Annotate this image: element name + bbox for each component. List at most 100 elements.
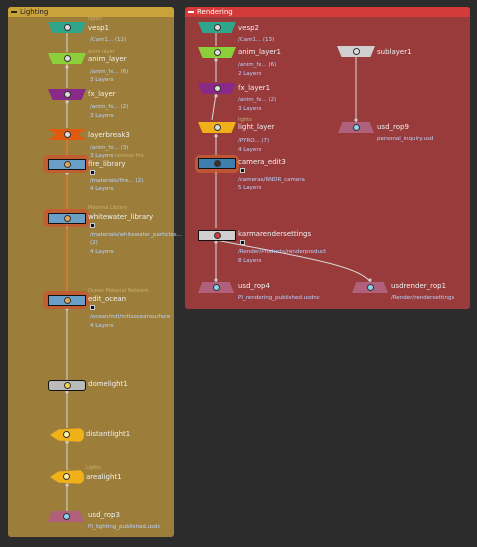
lighting-box-header[interactable]: Lighting [8,7,174,17]
node-name: usd_rop3 [88,511,120,519]
node-usd-rop4[interactable] [198,282,234,293]
node-edit-ocean[interactable] [48,295,86,306]
node-usd-rop3[interactable] [48,511,84,522]
node-arealight1[interactable] [50,470,84,484]
node-layers: 4 Layers [90,323,114,329]
light-icon [63,431,70,438]
node-info: /anim_fx... (2) [90,104,129,110]
layer-icon [214,85,221,92]
node-layers: 3 Layers [90,153,114,159]
node-usd-rop9[interactable] [338,122,374,133]
node-name: layerbreak3 [88,131,130,139]
node-name: usd_rop4 [238,282,270,290]
layer-icon [64,91,71,98]
node-camera-edit3[interactable] [198,158,236,169]
output-path: PI_rendering_published.usdnc [238,295,320,301]
flag-icon[interactable] [240,240,245,245]
render-rop-icon [367,284,374,291]
node-name: usdrender_rop1 [391,282,447,290]
node-karmarendersettings[interactable] [198,230,236,241]
rendering-box-header[interactable]: Rendering [185,7,470,17]
lighting-network-box[interactable]: Lighting [8,7,174,537]
collapse-icon[interactable] [188,11,194,13]
flag-icon[interactable] [90,305,95,310]
camera-icon [214,160,221,167]
node-name: domelight1 [88,380,128,388]
node-layers: 4 Layers [238,147,262,153]
node-name: arealight1 [86,473,122,481]
node-name: fx_layer [88,90,116,98]
node-layers: 3 Layers [238,106,262,112]
node-info: (2) [90,240,98,246]
layer-icon [214,49,221,56]
node-comment: lights [88,16,102,22]
node-info: /Render/Products/renderproduct [238,249,327,255]
layer-break-icon [64,131,71,138]
flag-icon[interactable] [240,168,245,173]
node-comment: Lights [86,465,102,471]
node-info: /anim_fx... (3) [90,145,129,151]
node-usdrender-rop1[interactable] [352,282,388,293]
node-name: fire_library [88,160,126,168]
node-vesp2[interactable] [198,22,236,33]
node-comment: remove fire [115,153,144,159]
node-info: /materials/whitewater_particles... [90,232,182,238]
flag-icon[interactable] [90,223,95,228]
layer-icon [214,124,221,131]
node-comment: lights [238,117,252,123]
node-name: anim_layer1 [238,48,282,56]
node-distantlight1[interactable] [50,428,84,442]
node-comment: Material Library [88,205,128,211]
node-layerbreak3[interactable] [48,129,86,140]
node-comment: Ocean Material Network [88,288,149,294]
node-name: vesp2 [238,24,259,32]
node-layers: 8 Layers [238,258,262,264]
node-whitewater-library[interactable] [48,213,86,224]
node-domelight1[interactable] [48,380,86,391]
node-anim-layer[interactable] [48,53,86,64]
node-info: /anim_fx... (2) [238,97,277,103]
node-info: /anim_fx... (6) [90,69,129,75]
flag-icon[interactable] [90,170,95,175]
node-name: usd_rop9 [377,123,409,131]
node-sublayer1[interactable] [337,46,375,57]
node-fx-layer1[interactable] [198,83,236,94]
lighting-box-title: Lighting [20,8,49,16]
node-layers: 4 Layers [90,186,114,192]
node-layers: 5 Layers [238,185,262,191]
output-path: PI_lighting_published.usdc [88,524,161,530]
node-light-layer[interactable] [198,122,236,133]
node-name: karmarendersettings [238,230,312,238]
node-name: camera_edit3 [238,158,286,166]
rop-output-icon [353,124,360,131]
node-name: whitewater_library [88,213,154,221]
lop-node-icon [64,24,71,31]
node-fx-layer[interactable] [48,89,86,100]
node-info: /materials/fire... (2) [90,178,144,184]
node-comment: anim layer [88,49,115,55]
collapse-icon[interactable] [11,11,17,13]
rop-output-icon [63,513,70,520]
node-info: /ocean/mtl/mtlxoceansurface [90,314,171,320]
node-anim-layer1[interactable] [198,47,236,58]
lop-node-icon [214,24,221,31]
dome-light-icon [64,382,71,389]
layer-icon [64,55,71,62]
sublayer-icon [353,48,360,55]
node-info: /Cam1... (13) [238,37,275,43]
material-library-icon [64,161,71,168]
node-name: distantlight1 [86,430,131,438]
node-fire-library[interactable] [48,159,86,170]
material-library-icon [64,215,71,222]
rendering-box-title: Rendering [197,8,233,16]
node-name: light_layer [238,123,275,131]
node-info: /anim_fx... (6) [238,62,277,68]
node-vesp1[interactable] [48,22,86,33]
material-network-icon [64,297,71,304]
node-layers: 4 Layers [90,249,114,255]
node-name: anim_layer [88,55,127,63]
node-name: sublayer1 [377,48,412,56]
node-info: /cameras/RNDR_camera [238,177,305,183]
node-info: /PYRO... (7) [238,138,270,144]
node-name: fx_layer1 [238,84,271,92]
